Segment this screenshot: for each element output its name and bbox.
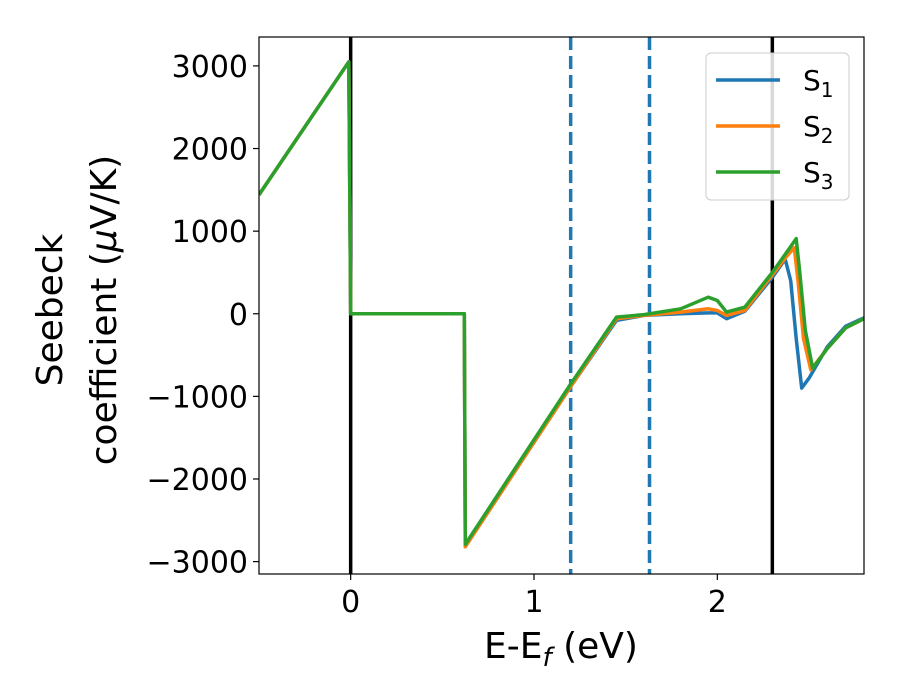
y-tick-label: 2000 [172,133,248,168]
series-line-3 [259,60,864,547]
x-axis-label: E-Ef (eV) [484,626,638,673]
legend-label-3: S3 [803,156,834,194]
y-axis-label: Seebeck coefficient (μV/K) [30,155,125,465]
legend: S1 S2 S3 [705,52,850,201]
legend-label-2: S2 [803,110,834,148]
y-axis-label-line1: Seebeck [30,233,71,386]
y-tick-label: 3000 [172,50,248,85]
x-tick-label: 2 [708,585,727,620]
y-axis-ticks: −3000 −2000 −1000 0 1000 2000 3000 [147,50,259,581]
y-tick-label: 0 [229,298,248,333]
x-axis-ticks: 0 1 2 [341,574,727,620]
y-tick-label: −2000 [147,463,248,498]
y-tick-label: −3000 [147,546,248,581]
x-axis-label-unit: (eV) [552,626,638,667]
plot-frame [258,36,865,575]
x-tick-label: 1 [524,585,543,620]
x-tick-label: 0 [341,585,360,620]
y-tick-label: −1000 [147,380,248,415]
y-axis-label-line2: coefficient (μV/K) [84,155,125,465]
y-tick-label: 1000 [172,215,248,250]
legend-label-1: S1 [803,64,834,102]
series-lines [259,60,864,549]
